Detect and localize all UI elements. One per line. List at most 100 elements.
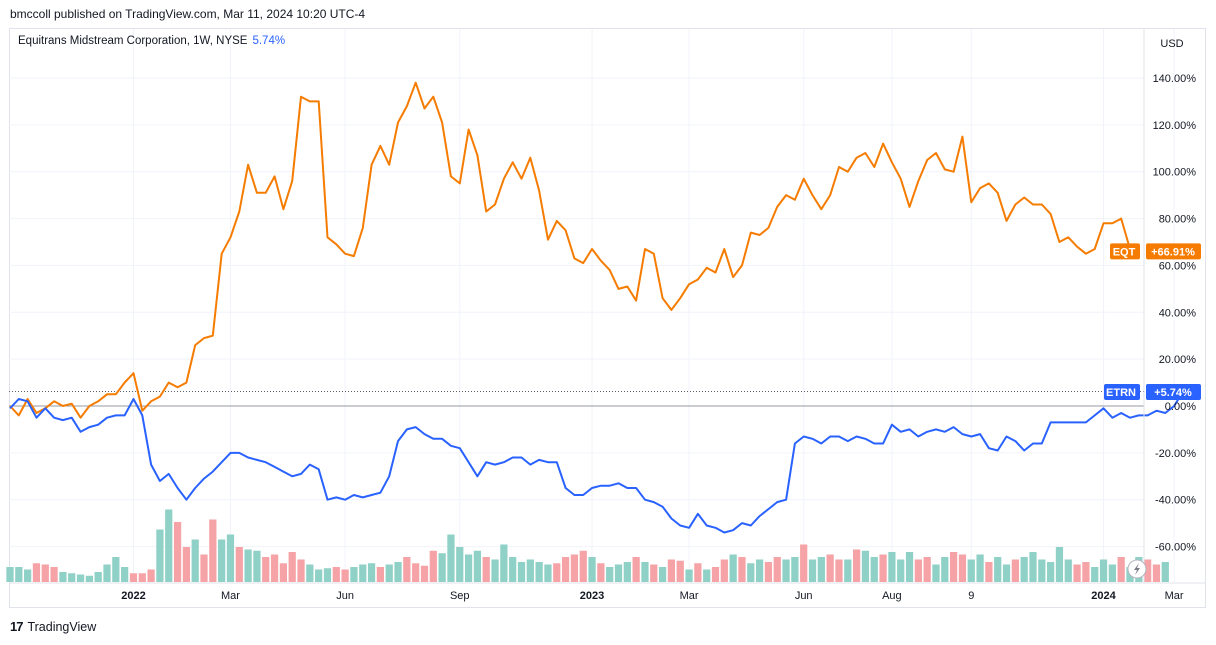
time-tick-label: Jun [336, 590, 354, 602]
volume-bar [1029, 552, 1037, 582]
volume-bar [438, 553, 446, 582]
chart-legend[interactable]: Equitrans Midstream Corporation, 1W, NYS… [18, 35, 285, 47]
volume-bar [606, 567, 614, 582]
volume-bar [623, 562, 631, 582]
volume-bar [350, 567, 358, 582]
volume-bar [950, 552, 958, 582]
currency-label[interactable]: USD [1160, 38, 1184, 50]
volume-bar [306, 564, 314, 582]
volume-bar [103, 564, 111, 582]
volume-bar [15, 567, 23, 582]
volume-bar [262, 557, 270, 582]
time-tick-label: Mar [680, 590, 699, 602]
volume-bar [1091, 567, 1099, 582]
volume-bar [1073, 564, 1081, 582]
volume-bar [1117, 557, 1125, 582]
time-tick-label: Jun [795, 590, 813, 602]
volume-bar [852, 549, 861, 582]
volume-bar [570, 554, 579, 582]
volume-bar [817, 557, 825, 582]
volume-bar [641, 562, 649, 582]
time-tick-label: 2024 [1091, 590, 1116, 602]
volume-bar [782, 559, 790, 582]
price-tick-label: 20.00% [1159, 354, 1197, 366]
volume-bar [967, 559, 975, 582]
price-tick-label: -60.00% [1155, 542, 1196, 554]
volume-bar [808, 559, 817, 582]
volume-bar [1082, 562, 1090, 582]
volume-bar [544, 564, 552, 582]
volume-bar [835, 559, 843, 582]
volume-bar [394, 562, 402, 582]
price-tick-label: -20.00% [1155, 448, 1196, 460]
volume-bar [747, 563, 755, 582]
volume-bar [473, 550, 482, 582]
volume-bar [341, 569, 349, 582]
volume-bar [923, 557, 931, 582]
price-tick-label: 0.00% [1165, 401, 1196, 413]
volume-bar [76, 574, 85, 582]
volume-bar [456, 547, 464, 582]
volume-bar [553, 563, 561, 582]
volume-bar [650, 564, 658, 582]
badge-etrn-symbol: ETRN [1106, 387, 1136, 399]
series-line-etrn [9, 391, 1184, 534]
volume-bar [1047, 562, 1055, 582]
volume-bars [6, 509, 1169, 582]
time-tick-label: 2023 [580, 590, 604, 602]
volume-bar [632, 557, 640, 582]
volume-bar [614, 564, 623, 582]
volume-bar [1055, 547, 1064, 582]
price-axis-ticks: 140.00% 120.00% 100.00% 80.00% 60.00% 40.00% 2… [1153, 73, 1197, 554]
series-line-eqt [9, 81, 1131, 419]
volume-bar [676, 560, 684, 582]
volume-bar [156, 529, 164, 582]
volume-bar [94, 572, 102, 582]
time-tick-label: Mar [1165, 590, 1184, 602]
publisher-credit: bmccoll published on TradingView.com, Ma… [10, 7, 366, 21]
volume-bar [773, 557, 781, 582]
volume-bar [68, 573, 76, 582]
volume-bar [209, 519, 217, 582]
volume-bar [1064, 559, 1072, 582]
volume-bar [1038, 559, 1046, 582]
volume-bar [826, 554, 834, 582]
volume-bar [385, 564, 393, 582]
volume-bar [694, 563, 702, 582]
volume-bar [526, 559, 534, 582]
volume-bar [1002, 564, 1011, 582]
volume-bar [888, 552, 896, 582]
volume-bar [200, 554, 208, 582]
volume-bar [685, 569, 693, 582]
volume-bar [367, 563, 376, 582]
volume-bar [482, 557, 490, 582]
volume-bar [941, 557, 949, 582]
time-tick-label: Aug [882, 590, 902, 602]
volume-bar [905, 552, 914, 582]
volume-bar [235, 547, 243, 582]
volume-bar [59, 572, 67, 582]
volume-bar [870, 557, 878, 582]
volume-bar [800, 544, 808, 582]
series-badges: +66.91% EQT +5.74% ETRN [1104, 243, 1201, 400]
time-axis-ticks: 2022 Mar Jun Sep 2023 Mar Jun Aug 9 2024 Mar [121, 590, 1184, 602]
auto-scale-icon[interactable] [1127, 559, 1147, 579]
volume-bar [509, 557, 517, 582]
volume-bar [191, 539, 199, 582]
volume-bar [597, 563, 605, 582]
volume-bar [420, 565, 429, 582]
volume-bar [976, 554, 984, 582]
volume-bar [1020, 557, 1028, 582]
volume-bar [985, 562, 993, 582]
volume-bar [703, 569, 711, 582]
volume-bar [738, 557, 746, 582]
price-tick-label: 100.00% [1153, 167, 1197, 179]
volume-bar [658, 567, 667, 582]
tradingview-brand[interactable]: 17 TradingView [10, 619, 96, 634]
volume-bar [32, 563, 41, 582]
volume-bar [500, 544, 508, 582]
volume-bar [429, 550, 437, 582]
volume-bar [270, 554, 279, 582]
price-tick-label: 40.00% [1159, 307, 1197, 319]
